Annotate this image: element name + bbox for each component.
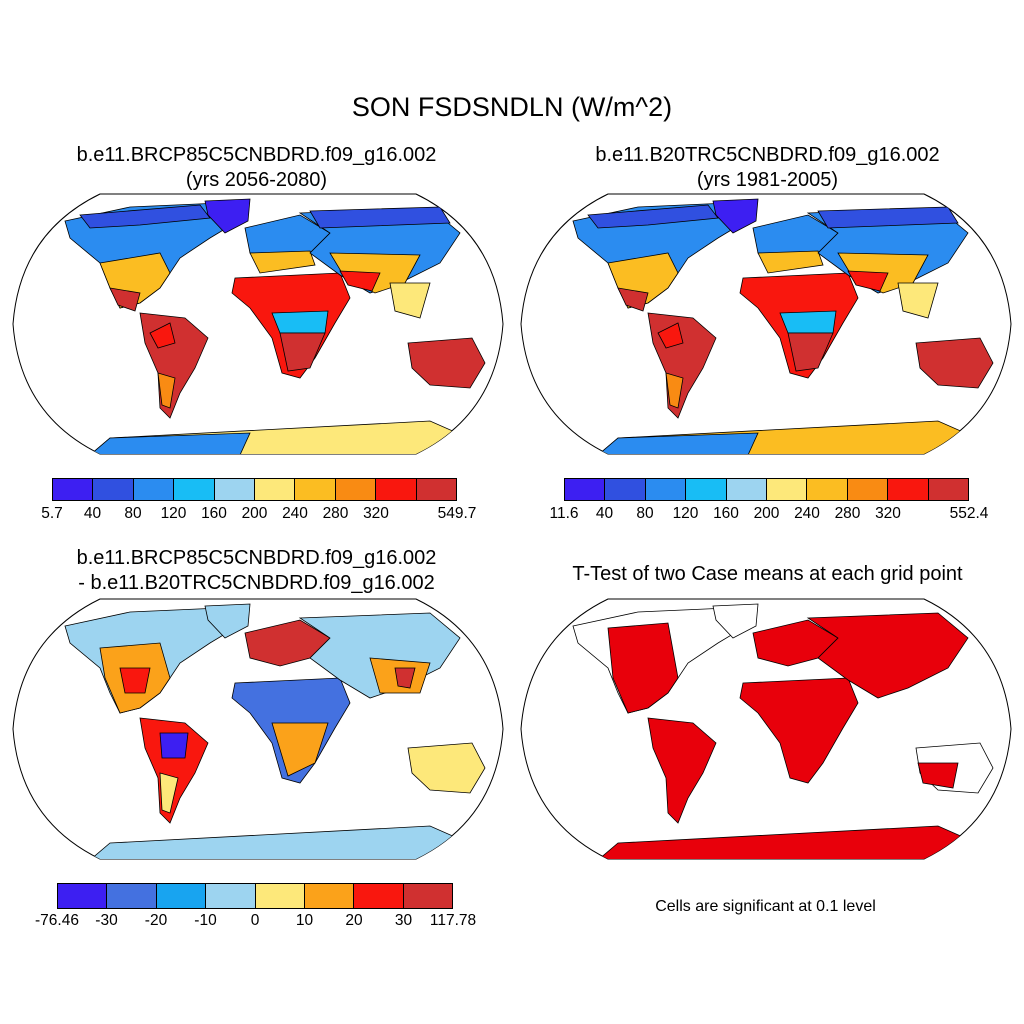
p3-colorbar-swatch <box>403 884 452 908</box>
p3-colorbar-swatch <box>304 884 355 908</box>
p2-colorbar-swatch <box>807 479 848 500</box>
p2-colorbar-swatch <box>847 479 889 500</box>
p2-colorbar-label: 80 <box>636 505 654 522</box>
p2-colorbar-swatch <box>767 479 808 500</box>
p2-colorbar-label: 280 <box>834 505 861 522</box>
p2-colorbar-swatch <box>645 479 687 500</box>
panel2-title-line1: b.e11.B20TRC5CNBDRD.f09_g16.002 <box>595 144 940 166</box>
p3-colorbar-swatch <box>354 884 404 908</box>
p1-colorbar-label: 120 <box>160 505 187 522</box>
panel2-title-line2: (yrs 1981-2005) <box>696 169 839 191</box>
panel1-title-line2: (yrs 2056-2080) <box>185 169 328 191</box>
p3-colorbar-swatch <box>58 884 108 908</box>
p1-colorbar-label: 5.7 <box>41 505 63 522</box>
p1-colorbar-label: 80 <box>124 505 142 522</box>
p3-colorbar-label: 20 <box>345 912 363 929</box>
p1-colorbar-label: 40 <box>83 505 102 522</box>
p1-colorbar-swatch <box>174 479 215 500</box>
p2-colorbar-swatch <box>565 479 606 500</box>
p3-colorbar-swatch <box>255 884 305 908</box>
p1-colorbar-swatch <box>416 479 457 500</box>
p1-colorbar-swatch <box>335 479 377 500</box>
p2-colorbar-label: 320 <box>875 505 901 522</box>
panel1-title-line1: b.e11.BRCP85C5CNBDRD.f09_g16.002 <box>76 144 437 166</box>
panel1-colorbar <box>52 478 457 501</box>
map-panel4 <box>520 598 1012 860</box>
p2-colorbar-label: 120 <box>672 505 699 522</box>
panel2-colorbar-labels: 11.6 40 80 120 160 200 240 280 320 552.4 <box>549 505 988 525</box>
p3-colorbar-label: 117.78 <box>429 912 477 929</box>
panel3-title-line1: b.e11.BRCP85C5CNBDRD.f09_g16.002 <box>76 547 437 569</box>
p2-colorbar-swatch <box>726 479 768 500</box>
p3-colorbar-label: -20 <box>144 912 168 929</box>
p1-colorbar-label: 280 <box>322 505 349 522</box>
p1-colorbar-label: 160 <box>201 505 227 522</box>
p2-colorbar-label: 552.4 <box>949 505 989 522</box>
p1-colorbar-swatch <box>53 479 94 500</box>
panel3-colorbar-labels: -76.46 -30 -20 -10 0 10 20 30 117.78 <box>35 912 476 932</box>
p2-colorbar-label: 11.6 <box>549 505 579 522</box>
map-panel2 <box>520 193 1012 455</box>
p3-colorbar-swatch <box>107 884 157 908</box>
p3-colorbar-label: -10 <box>194 912 217 929</box>
p2-colorbar-swatch <box>605 479 646 500</box>
p2-colorbar-label: 40 <box>595 505 614 522</box>
map-panel3 <box>12 598 504 860</box>
panel3-title-line2: - b.e11.B20TRC5CNBDRD.f09_g16.002 <box>78 572 435 594</box>
p1-colorbar-label: 549.7 <box>437 505 477 522</box>
p3-colorbar-swatch <box>156 884 207 908</box>
p3-colorbar-label: -76.46 <box>35 912 79 929</box>
p1-colorbar-label: 200 <box>241 505 268 522</box>
p2-colorbar-label: 160 <box>713 505 739 522</box>
p2-colorbar-swatch <box>686 479 727 500</box>
p1-colorbar-swatch <box>255 479 296 500</box>
p1-colorbar-swatch <box>376 479 417 500</box>
panel1-colorbar-labels: 5.7 40 80 120 160 200 240 280 320 549.7 <box>41 505 476 525</box>
panel2-colorbar <box>564 478 969 501</box>
p3-colorbar-label: -30 <box>95 912 118 929</box>
significance-note: Cells are significant at 0.1 level <box>655 898 876 915</box>
panel3-colorbar <box>57 883 453 909</box>
p3-colorbar-swatch <box>206 884 256 908</box>
figure-title: SON FSDSNDLN (W/m^2) <box>351 92 673 122</box>
p2-colorbar-swatch <box>888 479 929 500</box>
p1-colorbar-swatch <box>295 479 336 500</box>
p1-colorbar-label: 320 <box>363 505 389 522</box>
p3-colorbar-label: 0 <box>250 912 260 929</box>
panel4-title: T-Test of two Case means at each grid po… <box>572 563 963 585</box>
p2-colorbar-swatch <box>928 479 969 500</box>
p3-colorbar-label: 30 <box>394 912 413 929</box>
p1-colorbar-label: 240 <box>282 505 308 522</box>
p3-colorbar-label: 10 <box>295 912 314 929</box>
p1-colorbar-swatch <box>214 479 256 500</box>
p2-colorbar-label: 240 <box>794 505 820 522</box>
p1-colorbar-swatch <box>133 479 175 500</box>
map-panel1 <box>12 193 504 455</box>
p2-colorbar-label: 200 <box>753 505 780 522</box>
p1-colorbar-swatch <box>93 479 134 500</box>
